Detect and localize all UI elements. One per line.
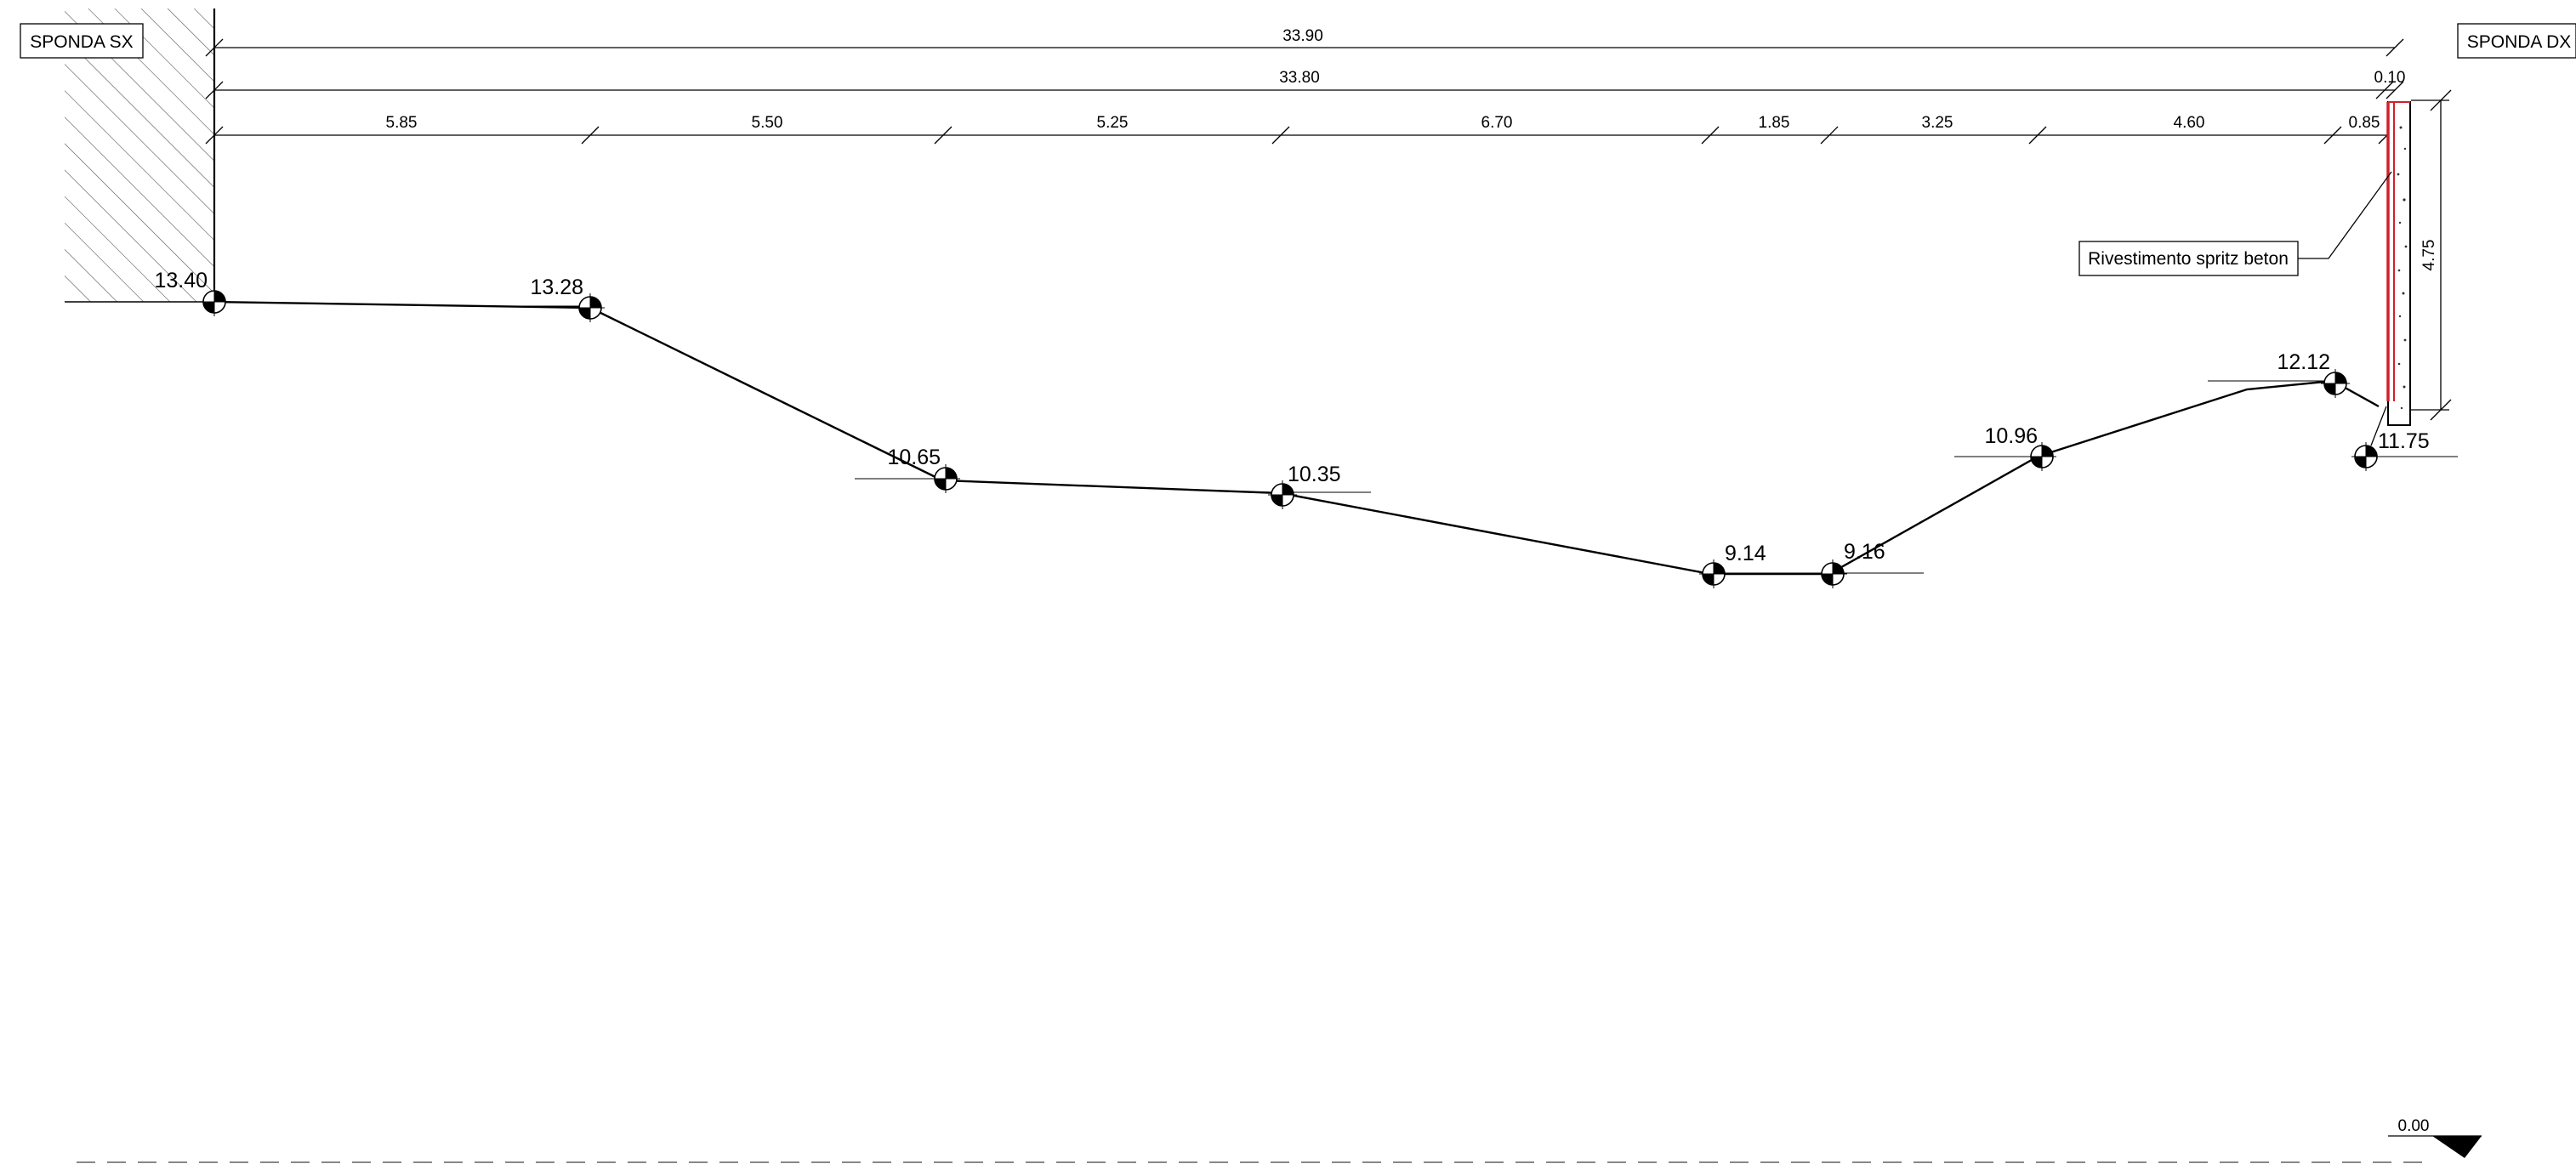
elevation-marker-icon (576, 293, 605, 322)
marker-leader (2370, 406, 2387, 446)
right-bank-label: SPONDA DX (2457, 23, 2576, 59)
elevation-label: 9.14 (1725, 542, 1766, 565)
right-bank-label-frame (2457, 23, 2576, 59)
dim-segment: 1.85 (1759, 114, 1790, 132)
elevation-marker-icon (2321, 369, 2350, 398)
lining-note-frame (2078, 241, 2299, 276)
dim-total-inner: 33.80 (1279, 69, 1320, 87)
elevation-marker-icon (1818, 559, 1847, 588)
tick (2386, 81, 2404, 99)
tick (1820, 126, 1839, 145)
dim-wall-height: 4.75 (2420, 240, 2438, 271)
right-bank-label-text: SPONDA DX (2467, 32, 2572, 52)
elevation-markers (200, 287, 2387, 588)
elevation-label: 13.28 (530, 275, 583, 299)
tick (2375, 81, 2394, 99)
elevation-label: 13.40 (154, 269, 208, 292)
dim-segment: 5.25 (1097, 114, 1129, 132)
tick (2323, 126, 2342, 145)
elevation-marker-icon (2351, 442, 2380, 471)
dimension-lines (205, 38, 2452, 421)
tick (1701, 126, 1720, 145)
lining-note-text: Rivestimento spritz beton (2088, 249, 2289, 269)
tick (205, 126, 224, 145)
elevation-marker-icon (1699, 559, 1728, 588)
elevation-marker-icon (1268, 480, 1297, 509)
elevation-label: 10.65 (887, 446, 941, 469)
dim-segment: 5.85 (386, 114, 418, 132)
tick (205, 81, 224, 99)
datum-value: 0.00 (2398, 1117, 2430, 1135)
elevation-marker-icon (200, 287, 229, 316)
datum: 0.00 (77, 1117, 2482, 1163)
elevation-label: 12.12 (2277, 350, 2330, 374)
dimension-texts: 33.90 33.80 0.10 5.85 5.50 5.25 6.70 1.8… (386, 27, 2438, 270)
elevation-reference-lines (502, 305, 2458, 574)
left-bank-label-frame (20, 23, 144, 59)
dim-lining-thickness: 0.10 (2374, 69, 2406, 87)
elevation-label: 10.96 (1984, 424, 2038, 448)
dim-segment: 6.70 (1481, 114, 1513, 132)
dim-segment: 4.60 (2174, 114, 2205, 132)
riverbed-profile (213, 300, 2380, 576)
lining-wall (2387, 101, 2411, 426)
tick (2386, 38, 2404, 57)
left-bank-label-text: SPONDA SX (30, 32, 133, 52)
dim-segment: 3.25 (1922, 114, 1953, 132)
dim-segment: 0.85 (2349, 114, 2380, 132)
lining-note-leader (2298, 171, 2392, 259)
lining-note-box: Rivestimento spritz beton (2078, 241, 2299, 276)
tick (934, 126, 952, 145)
dim-segment: 5.50 (752, 114, 783, 132)
tick (581, 126, 600, 145)
datum-triangle-icon (2432, 1136, 2482, 1158)
right-bank-lining (2386, 101, 2411, 426)
elevation-marker-icon (2027, 442, 2056, 471)
elevation-label: 10.35 (1288, 463, 1341, 486)
elevation-label: 9.16 (1844, 540, 1885, 564)
tick (2028, 126, 2047, 145)
elevation-marker-icon (931, 464, 960, 493)
elevation-labels: 13.40 13.28 10.65 10.35 9.14 9.16 10.96 … (154, 269, 2429, 565)
left-bank-label: SPONDA SX (20, 23, 144, 59)
dim-total-outer: 33.90 (1282, 27, 1323, 45)
tick (205, 38, 224, 57)
concrete-speckle (2397, 126, 2408, 410)
tick (1271, 126, 1290, 145)
elevation-label: 11.75 (2378, 429, 2430, 453)
